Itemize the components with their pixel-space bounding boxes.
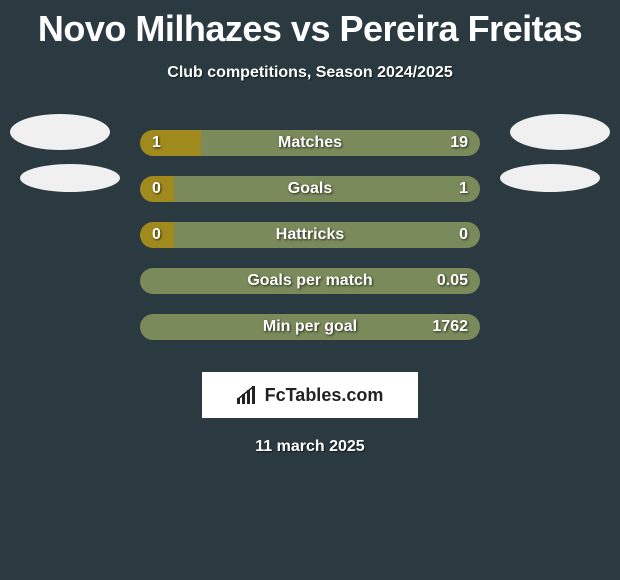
stats-container: 1 Matches 19 0 Goals 1 0 Hattricks 0 Goa…: [0, 120, 620, 350]
stat-value-left: 0: [152, 226, 161, 244]
stat-row: 0 Goals 1: [0, 166, 620, 212]
stat-value-right: 19: [450, 134, 468, 152]
stat-value-right: 1: [459, 180, 468, 198]
subtitle: Club competitions, Season 2024/2025: [0, 64, 620, 82]
stat-value-left: 0: [152, 180, 161, 198]
logo-label: FcTables.com: [265, 385, 384, 406]
stat-label: Min per goal: [263, 318, 357, 336]
stat-value-left: 1: [152, 134, 161, 152]
stat-row: Goals per match 0.05: [0, 258, 620, 304]
stat-label: Matches: [278, 134, 342, 152]
chart-icon: [237, 386, 259, 404]
stat-label: Hattricks: [276, 226, 344, 244]
stat-bar: 1 Matches 19: [140, 130, 480, 156]
stat-value-right: 0: [459, 226, 468, 244]
logo-box[interactable]: FcTables.com: [202, 372, 418, 418]
stat-row: 0 Hattricks 0: [0, 212, 620, 258]
stat-label: Goals per match: [247, 272, 372, 290]
stat-row: 1 Matches 19: [0, 120, 620, 166]
stat-bar: 0 Goals 1: [140, 176, 480, 202]
stat-label: Goals: [288, 180, 332, 198]
stat-value-right: 1762: [432, 318, 468, 336]
stat-bar: 0 Hattricks 0: [140, 222, 480, 248]
stat-bar: Goals per match 0.05: [140, 268, 480, 294]
stat-value-right: 0.05: [437, 272, 468, 290]
logo-text: FcTables.com: [237, 385, 384, 406]
date-label: 11 march 2025: [0, 438, 620, 456]
page-title: Novo Milhazes vs Pereira Freitas: [0, 0, 620, 50]
stat-bar-left: [140, 130, 201, 156]
stat-bar: Min per goal 1762: [140, 314, 480, 340]
stat-row: Min per goal 1762: [0, 304, 620, 350]
